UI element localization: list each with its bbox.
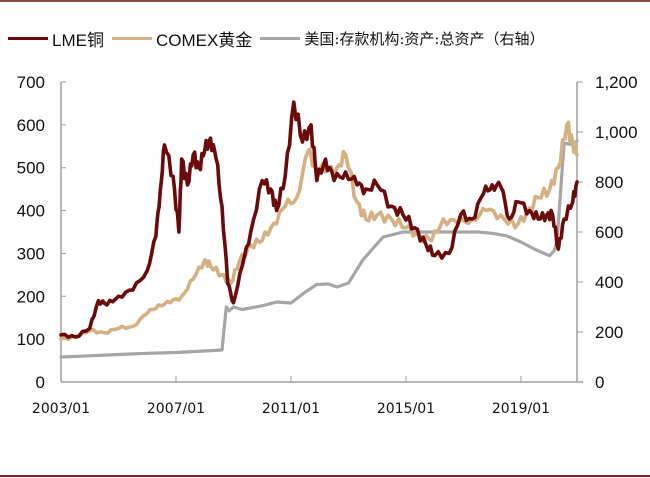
- left-tick-label: 300: [17, 244, 45, 263]
- right-tick-label: 1,200: [595, 73, 638, 92]
- right-tick-label: 800: [595, 173, 623, 192]
- x-tick-label: 2019/01: [492, 401, 550, 417]
- legend-swatch-assets: [260, 36, 301, 40]
- legend-item-lme-copper: LME铜: [8, 26, 104, 51]
- right-tick-label: 200: [595, 323, 623, 342]
- left-tick-label: 600: [17, 116, 45, 135]
- right-tick-label: 400: [595, 273, 623, 292]
- legend-swatch-copper: [8, 36, 48, 40]
- series-comex-gold-line: [59, 120, 579, 342]
- axes: 0 100 200 300 400 500 600 700 0 200 400 600 800 1,000…: [17, 73, 638, 417]
- bottom-border: [0, 475, 650, 477]
- left-tick-label: 500: [17, 159, 45, 178]
- top-border: [0, 0, 650, 2]
- x-tick-label: 2003/01: [32, 401, 90, 417]
- legend-item-us-depository-assets: 美国:存款机构:资产:总资产（右轴）: [260, 28, 544, 49]
- right-tick-label: 600: [595, 223, 623, 242]
- left-tick-label: 700: [17, 73, 45, 92]
- series-lines: [59, 100, 579, 359]
- right-tick-label: 0: [595, 373, 604, 392]
- right-tick-label: 1,000: [595, 123, 638, 142]
- legend-swatch-gold: [111, 36, 152, 40]
- left-tick-label: 200: [17, 287, 45, 306]
- left-tick-label: 100: [17, 330, 45, 349]
- series-lme-copper-line: [59, 100, 579, 340]
- legend-label-gold: COMEX黄金: [155, 30, 253, 50]
- left-tick-label: 0: [36, 373, 45, 392]
- legend-item-comex-gold: COMEX黄金: [111, 26, 253, 51]
- x-tick-label: 2007/01: [147, 401, 205, 417]
- chart-legend: LME铜 COMEX黄金 美国:存款机构:资产:总资产（右轴）: [8, 26, 552, 50]
- left-tick-label: 400: [17, 202, 45, 221]
- series-us-depository-assets-line: [59, 139, 579, 359]
- x-tick-label: 2011/01: [262, 401, 320, 417]
- legend-label-copper: LME铜: [52, 30, 104, 50]
- x-tick-label: 2015/01: [377, 401, 435, 417]
- legend-label-assets: 美国:存款机构:资产:总资产（右轴）: [304, 29, 545, 48]
